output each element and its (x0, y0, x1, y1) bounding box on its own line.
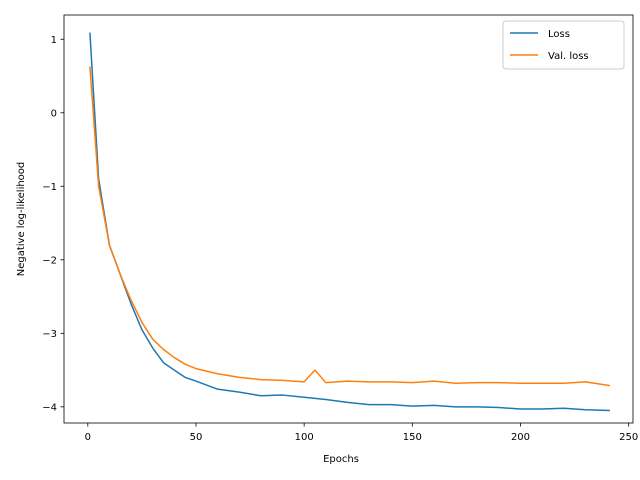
y-tick-label: 0 (51, 108, 57, 119)
y-axis-label: Negative log-likelihood (16, 162, 27, 277)
x-axis-label: Epochs (323, 454, 359, 465)
x-tick-label: 0 (85, 432, 91, 443)
x-tick-label: 200 (511, 432, 530, 443)
series-line-val-loss (89, 66, 611, 387)
legend-label-loss: Loss (548, 29, 570, 40)
legend: Loss Val. loss (502, 20, 625, 70)
y-tick-label: −3 (42, 329, 57, 340)
legend-label-val-loss: Val. loss (548, 51, 589, 62)
y-tick-label: −2 (42, 255, 57, 266)
x-tick-label: 100 (295, 432, 314, 443)
x-tick-label: 50 (190, 432, 203, 443)
y-tick-label: 1 (51, 35, 57, 46)
plot-frame (63, 14, 634, 424)
x-tick-label: 150 (403, 432, 422, 443)
series-line-loss (89, 32, 610, 412)
y-tick-label: −1 (42, 182, 57, 193)
y-tick-label: −4 (42, 402, 57, 413)
x-tick-label: 250 (619, 432, 638, 443)
